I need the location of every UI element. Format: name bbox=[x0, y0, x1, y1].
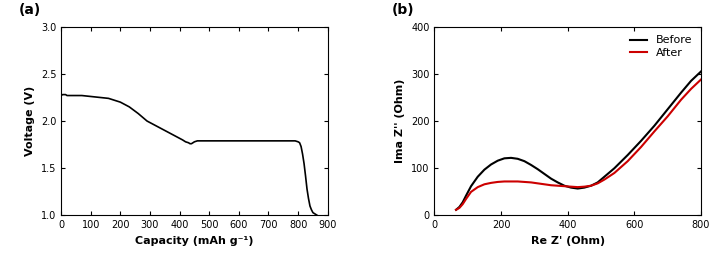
Before bbox=[520, 160, 528, 163]
Before bbox=[573, 187, 582, 190]
Before bbox=[567, 186, 575, 189]
After bbox=[623, 160, 632, 163]
Y-axis label: Voltage (V): Voltage (V) bbox=[25, 86, 35, 156]
Before bbox=[610, 167, 618, 170]
Before bbox=[452, 208, 460, 211]
After bbox=[554, 184, 562, 187]
Before bbox=[623, 153, 632, 157]
Line: After: After bbox=[456, 80, 701, 210]
After bbox=[520, 180, 528, 184]
After bbox=[600, 178, 609, 181]
Before bbox=[677, 91, 685, 94]
Before bbox=[455, 205, 464, 209]
Before bbox=[533, 168, 542, 171]
X-axis label: Capacity (mAh g⁻¹): Capacity (mAh g⁻¹) bbox=[135, 236, 254, 246]
Y-axis label: Ima Z'' (Ohm): Ima Z'' (Ohm) bbox=[395, 79, 406, 163]
Legend: Before, After: Before, After bbox=[627, 32, 695, 61]
After bbox=[452, 208, 460, 211]
Before bbox=[587, 184, 595, 187]
Before bbox=[527, 163, 536, 167]
After bbox=[567, 185, 575, 188]
After bbox=[587, 184, 595, 187]
After bbox=[697, 78, 705, 81]
After bbox=[610, 171, 618, 174]
Before bbox=[467, 185, 475, 188]
After bbox=[687, 87, 695, 90]
Before bbox=[650, 124, 659, 127]
Text: (a): (a) bbox=[19, 3, 41, 17]
Before bbox=[600, 175, 609, 178]
After bbox=[677, 98, 685, 101]
Before bbox=[593, 181, 602, 184]
Text: (b): (b) bbox=[392, 3, 414, 17]
Before bbox=[540, 172, 549, 176]
Before bbox=[487, 163, 495, 166]
X-axis label: Re Z' (Ohm): Re Z' (Ohm) bbox=[531, 236, 605, 246]
Before bbox=[500, 157, 509, 160]
Before bbox=[473, 175, 482, 178]
After bbox=[459, 202, 467, 206]
After bbox=[560, 185, 569, 188]
After bbox=[480, 183, 489, 186]
Before bbox=[459, 201, 467, 204]
Before bbox=[580, 186, 589, 189]
After bbox=[580, 185, 589, 188]
After bbox=[487, 181, 495, 185]
After bbox=[664, 115, 672, 118]
Before bbox=[697, 70, 705, 73]
Before bbox=[560, 184, 569, 187]
After bbox=[540, 183, 549, 186]
After bbox=[513, 180, 522, 183]
Before bbox=[664, 108, 672, 111]
Before bbox=[687, 79, 695, 82]
After bbox=[467, 190, 475, 193]
After bbox=[593, 182, 602, 185]
Before bbox=[554, 181, 562, 184]
Before bbox=[493, 159, 502, 162]
Line: Before: Before bbox=[456, 72, 701, 210]
Before bbox=[480, 168, 489, 171]
After bbox=[507, 180, 516, 183]
After bbox=[533, 182, 542, 185]
Before bbox=[513, 157, 522, 160]
After bbox=[527, 181, 536, 184]
After bbox=[493, 180, 502, 184]
After bbox=[473, 186, 482, 189]
After bbox=[546, 184, 555, 187]
Before bbox=[546, 177, 555, 180]
Before bbox=[462, 194, 470, 197]
Before bbox=[507, 156, 516, 159]
After bbox=[637, 146, 646, 149]
After bbox=[573, 186, 582, 189]
After bbox=[650, 130, 659, 133]
Before bbox=[637, 139, 646, 143]
After bbox=[455, 206, 464, 210]
After bbox=[462, 197, 470, 201]
After bbox=[500, 180, 509, 183]
